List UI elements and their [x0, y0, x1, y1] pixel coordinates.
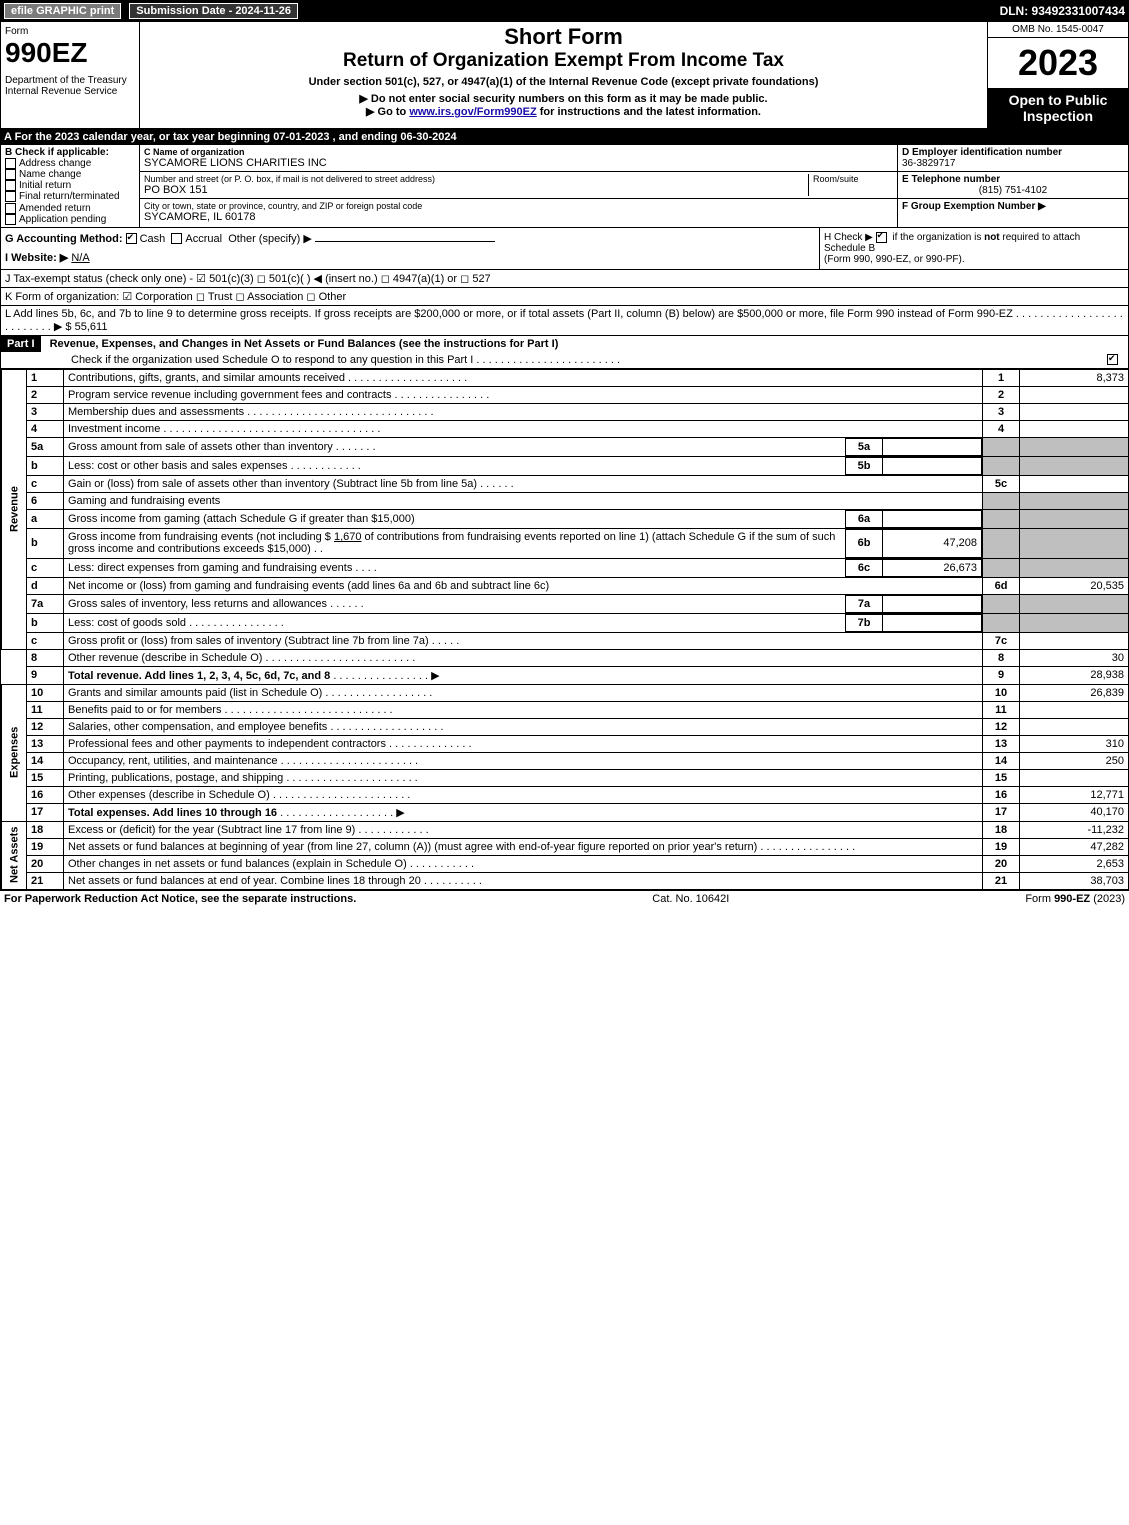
box-c: C Name of organization SYCAMORE LIONS CH… — [140, 145, 897, 227]
footer-left: For Paperwork Reduction Act Notice, see … — [4, 893, 356, 905]
sub-7a — [883, 595, 982, 612]
amt-10: 26,839 — [1020, 684, 1129, 701]
efile-topbar: efile GRAPHIC print Submission Date - 20… — [0, 0, 1129, 22]
website-value: N/A — [71, 252, 89, 264]
part1-header: Part I Revenue, Expenses, and Changes in… — [0, 336, 1129, 369]
website-label: I Website: ▶ — [5, 252, 68, 264]
gross-receipts-value: 55,611 — [75, 321, 108, 333]
line-l: L Add lines 5b, 6c, and 7b to line 9 to … — [0, 306, 1129, 336]
ck-accrual[interactable] — [171, 233, 182, 244]
ein-label: D Employer identification number — [902, 147, 1124, 158]
amt-14: 250 — [1020, 752, 1129, 769]
ck-name-change[interactable]: Name change — [5, 169, 135, 180]
section-expenses-label: Expenses — [2, 684, 27, 821]
line-j: J Tax-exempt status (check only one) - ☑… — [0, 270, 1129, 288]
page-footer: For Paperwork Reduction Act Notice, see … — [0, 890, 1129, 907]
goto-note: ▶ Go to www.irs.gov/Form990EZ for instru… — [146, 105, 981, 118]
amt-2 — [1020, 386, 1129, 403]
amt-20: 2,653 — [1020, 855, 1129, 872]
omb-number: OMB No. 1545-0047 — [988, 22, 1128, 38]
lines-table: Revenue 1 Contributions, gifts, grants, … — [1, 369, 1129, 890]
amt-13: 310 — [1020, 735, 1129, 752]
ck-final-return[interactable]: Final return/terminated — [5, 191, 135, 202]
box-def: D Employer identification number 36-3829… — [897, 145, 1128, 227]
line-k: K Form of organization: ☑ Corporation ◻ … — [0, 288, 1129, 306]
street-value: PO BOX 151 — [144, 184, 808, 196]
open-public-badge: Open to Public Inspection — [988, 88, 1128, 128]
footer-right: Form 990-EZ (2023) — [1025, 893, 1125, 905]
ck-address-change[interactable]: Address change — [5, 158, 135, 169]
section-netassets-label: Net Assets — [2, 821, 27, 889]
sub-6b: 47,208 — [883, 529, 982, 557]
ck-application-pending[interactable]: Application pending — [5, 214, 135, 225]
amt-7c — [1020, 632, 1129, 649]
phone-value: (815) 751-4102 — [902, 185, 1124, 196]
subtitle: Under section 501(c), 527, or 4947(a)(1)… — [146, 76, 981, 88]
amt-1: 8,373 — [1020, 369, 1129, 386]
return-title: Return of Organization Exempt From Incom… — [146, 50, 981, 72]
amt-19: 47,282 — [1020, 838, 1129, 855]
line-h: H Check ▶ if the organization is not req… — [819, 228, 1128, 269]
part1-body: Revenue 1 Contributions, gifts, grants, … — [0, 369, 1129, 890]
ssn-note: ▶ Do not enter social security numbers o… — [146, 92, 981, 105]
amt-9: 28,938 — [1020, 666, 1129, 684]
sub-5a — [883, 438, 982, 455]
amt-6d: 20,535 — [1020, 577, 1129, 594]
amt-11 — [1020, 701, 1129, 718]
amt-15 — [1020, 769, 1129, 786]
box-b: B Check if applicable: Address change Na… — [1, 145, 140, 227]
ck-amended-return[interactable]: Amended return — [5, 203, 135, 214]
ck-cash[interactable] — [126, 233, 137, 244]
form-number: 990EZ — [5, 37, 135, 69]
sub-6a — [883, 510, 982, 527]
part1-title: Revenue, Expenses, and Changes in Net As… — [44, 338, 559, 350]
header-info-block: B Check if applicable: Address change Na… — [0, 145, 1129, 228]
dln-label: DLN: 93492331007434 — [1000, 4, 1125, 18]
amt-8: 30 — [1020, 649, 1129, 666]
ck-schedule-b-not-required[interactable] — [876, 232, 887, 243]
org-name-label: C Name of organization — [144, 147, 893, 157]
city-value: SYCAMORE, IL 60178 — [144, 211, 893, 223]
amt-4 — [1020, 420, 1129, 437]
org-name: SYCAMORE LIONS CHARITIES INC — [144, 157, 893, 169]
line-a-tax-year: A For the 2023 calendar year, or tax yea… — [0, 129, 1129, 145]
box-b-title: B Check if applicable: — [5, 147, 135, 158]
part1-label: Part I — [1, 336, 41, 352]
sub-7b — [883, 614, 982, 631]
ck-schedule-o-used[interactable] — [1107, 354, 1118, 365]
efile-print-button[interactable]: efile GRAPHIC print — [4, 3, 121, 19]
amt-17: 40,170 — [1020, 803, 1129, 821]
line-g: G Accounting Method: Cash Accrual Other … — [1, 228, 819, 269]
irs-label: Internal Revenue Service — [5, 86, 135, 97]
short-form-title: Short Form — [146, 24, 981, 50]
submission-date-badge: Submission Date - 2024-11-26 — [129, 3, 298, 19]
phone-label: E Telephone number — [902, 174, 1124, 185]
amt-3 — [1020, 403, 1129, 420]
section-revenue-label: Revenue — [2, 369, 27, 649]
amt-21: 38,703 — [1020, 872, 1129, 889]
room-suite-label: Room/suite — [808, 174, 893, 196]
form-word: Form — [5, 26, 135, 37]
city-label: City or town, state or province, country… — [144, 201, 893, 211]
form-header: Form 990EZ Department of the Treasury In… — [0, 22, 1129, 129]
ein-value: 36-3829717 — [902, 158, 1124, 169]
irs-link[interactable]: www.irs.gov/Form990EZ — [409, 106, 536, 118]
sub-6c: 26,673 — [883, 559, 982, 576]
footer-catno: Cat. No. 10642I — [652, 893, 729, 905]
ck-initial-return[interactable]: Initial return — [5, 180, 135, 191]
amt-18: -11,232 — [1020, 821, 1129, 838]
group-exemption-label: F Group Exemption Number ▶ — [902, 201, 1124, 212]
part1-checknote: Check if the organization used Schedule … — [1, 352, 1128, 368]
amt-12 — [1020, 718, 1129, 735]
amt-16: 12,771 — [1020, 786, 1129, 803]
amt-5c — [1020, 475, 1129, 492]
street-label: Number and street (or P. O. box, if mail… — [144, 174, 808, 184]
dept-treasury: Department of the Treasury — [5, 75, 135, 86]
tax-year: 2023 — [988, 38, 1128, 88]
sub-5b — [883, 457, 982, 474]
